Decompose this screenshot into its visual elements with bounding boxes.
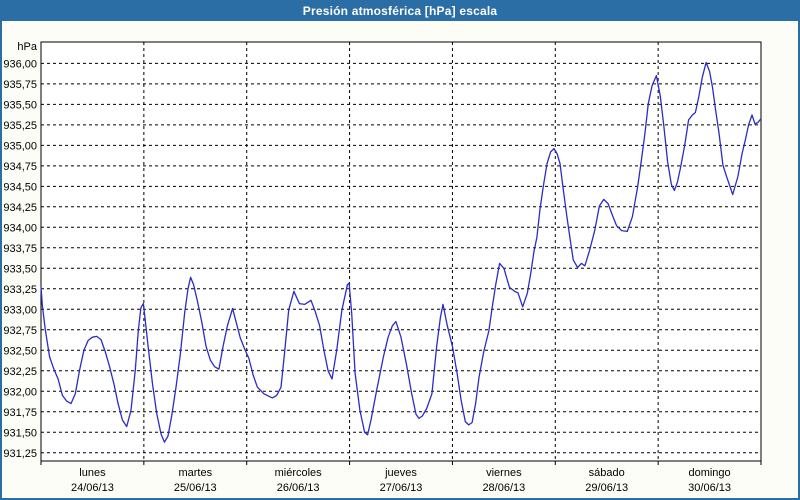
y-tick-label: 932,75 [3, 325, 37, 337]
y-tick-label: 933,00 [3, 304, 37, 316]
plot-area [40, 41, 762, 462]
chart-title: Presión atmosférica [hPa] escala [302, 4, 498, 18]
y-tick-label: 933,50 [3, 263, 37, 275]
x-date-label: 27/06/13 [380, 482, 423, 494]
y-tick-label: 934,25 [3, 202, 37, 214]
x-date-label: 25/06/13 [174, 482, 217, 494]
chart-title-bar: Presión atmosférica [hPa] escala [2, 2, 798, 21]
x-date-label: 28/06/13 [482, 482, 525, 494]
y-tick-label: 933,25 [3, 284, 37, 296]
y-tick-label: 934,50 [3, 181, 37, 193]
y-tick-label: 935,25 [3, 120, 37, 132]
x-day-label: sábado [589, 467, 625, 479]
y-tick-label: 935,75 [3, 79, 37, 91]
y-tick-label: 932,25 [3, 366, 37, 378]
y-tick-label: 931,25 [3, 448, 37, 460]
y-tick-label: 936,00 [3, 58, 37, 70]
x-day-label: martes [178, 467, 212, 479]
y-tick-label: 932,00 [3, 386, 37, 398]
y-tick-label: 934,00 [3, 222, 37, 234]
y-tick-label: 933,75 [3, 243, 37, 255]
y-tick-label: 931,75 [3, 407, 37, 419]
y-axis-unit-label: hPa [17, 41, 37, 53]
x-day-label: viernes [486, 467, 522, 479]
x-day-label: domingo [688, 467, 730, 479]
x-day-label: lunes [79, 467, 106, 479]
y-tick-label: 935,50 [3, 99, 37, 111]
y-tick-label: 935,00 [3, 140, 37, 152]
y-tick-label: 934,75 [3, 161, 37, 173]
pressure-series-line [40, 61, 762, 443]
x-date-label: 26/06/13 [277, 482, 320, 494]
y-tick-label: 932,50 [3, 345, 37, 357]
x-date-label: 29/06/13 [585, 482, 628, 494]
x-date-label: 24/06/13 [71, 482, 114, 494]
x-day-label: jueves [384, 467, 417, 479]
x-day-label: miércoles [275, 467, 323, 479]
x-date-label: 30/06/13 [688, 482, 731, 494]
y-tick-label: 931,50 [3, 427, 37, 439]
